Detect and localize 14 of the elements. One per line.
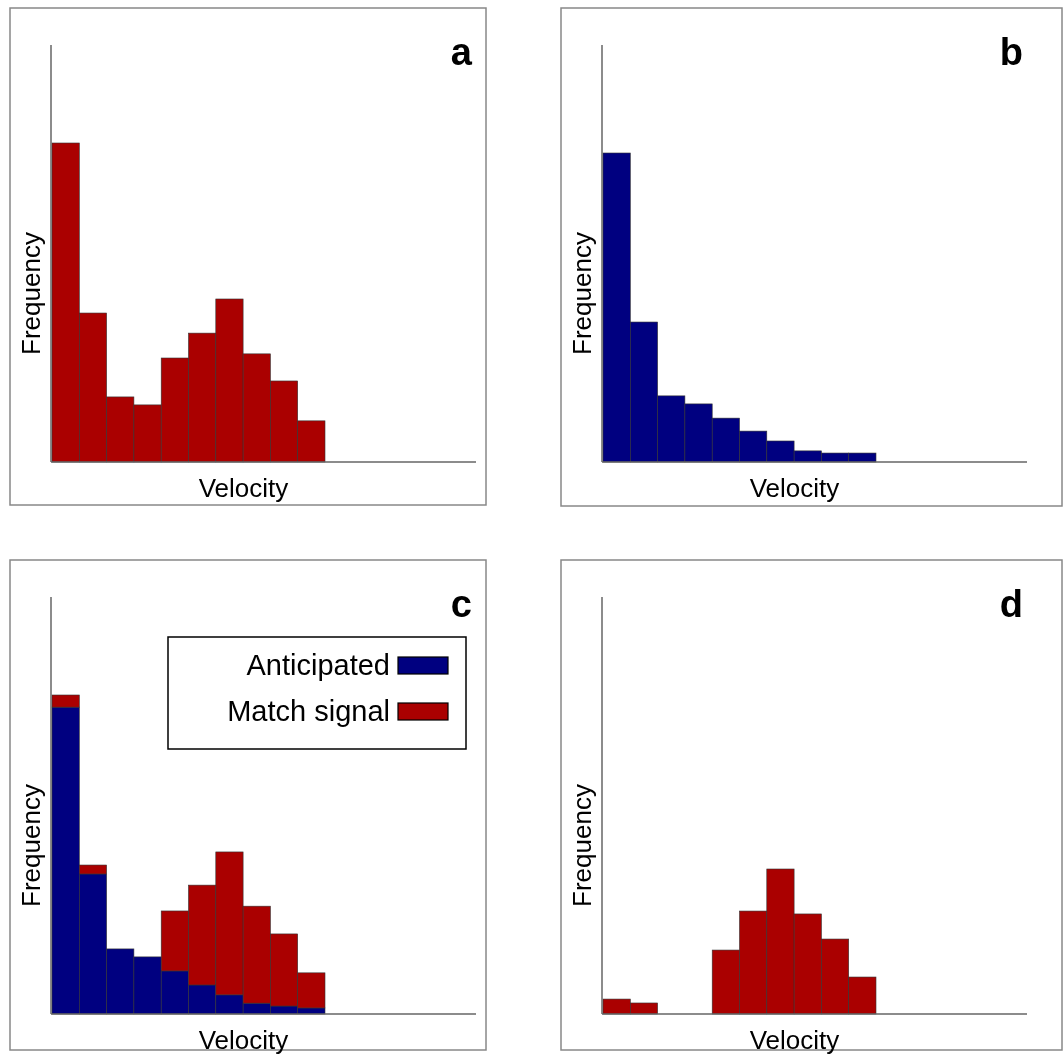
y-axis-title: Frequency [567, 232, 597, 355]
y-axis-title: Frequency [567, 784, 597, 907]
text: a [450, 31, 473, 73]
x-axis-title: Velocity [749, 473, 840, 503]
x-axis-title: Velocity [749, 1025, 840, 1054]
legend-label: Anticipated [246, 649, 390, 681]
legend-label: Match signal [227, 695, 390, 727]
y-axis-title: Frequency [16, 784, 46, 907]
text: d [999, 583, 1023, 625]
y-axis-title: Frequency [16, 232, 46, 355]
text: b [999, 31, 1023, 73]
x-axis-title: Velocity [198, 473, 289, 503]
x-axis-title: Velocity [198, 1025, 289, 1054]
text: c [450, 583, 472, 625]
